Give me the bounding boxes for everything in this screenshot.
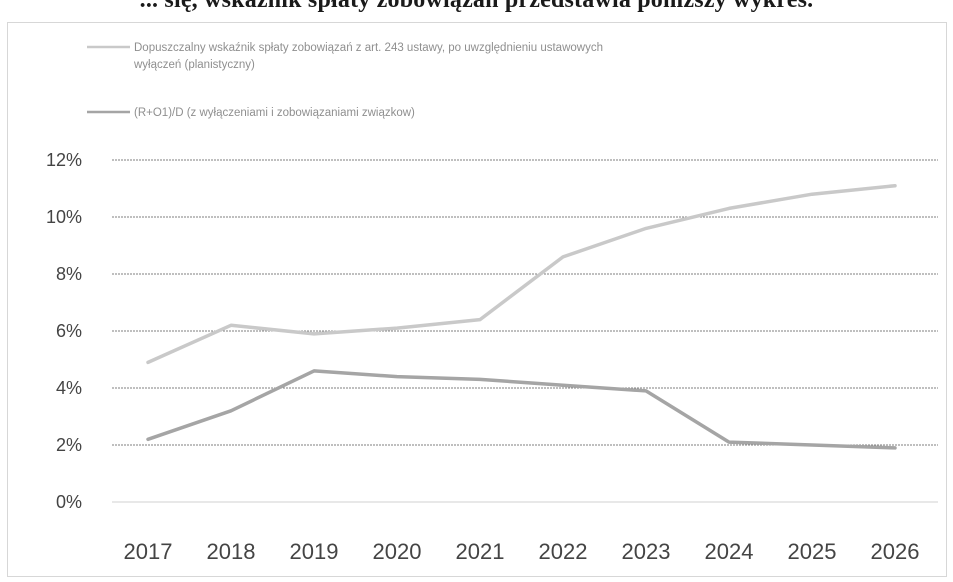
x-tick-label-1: 2018 [207,539,256,564]
y-tick-label-5: 10% [46,207,82,227]
x-tick-label-0: 2017 [124,539,173,564]
x-tick-label-4: 2021 [456,539,505,564]
series-lines [146,183,897,450]
legend-entry-series-2: (R+O1)/D (z wyłączeniami i zobowiązaniam… [87,107,415,119]
gridlines [112,159,938,503]
y-tick-label-0: 0% [56,492,82,512]
x-axis-ticks: 2017 2018 2019 2020 2021 2022 2023 2024 2025 2026 [124,539,920,564]
legend-label-series-1-line-1: Dopuszczalny wskaźnik spłaty zobowiązań … [134,42,603,54]
legend-label-series-1-line-2: wyłączeń (planistyczny) [133,59,255,71]
y-tick-label-2: 4% [56,378,82,398]
y-axis-ticks: 0% 2% 4% 6% 8% 10% 12% [46,150,82,512]
x-tick-label-5: 2022 [539,539,588,564]
x-tick-label-9: 2026 [871,539,920,564]
x-tick-label-7: 2024 [705,539,754,564]
x-tick-label-3: 2020 [373,539,422,564]
x-tick-label-2: 2019 [290,539,339,564]
x-tick-label-8: 2025 [788,539,837,564]
chart-frame [7,22,947,577]
legend-label-series-2: (R+O1)/D (z wyłączeniami i zobowiązaniam… [134,107,415,119]
page-heading: ... się, wskaźnik spłaty zobowiązań prze… [139,0,814,13]
y-tick-label-3: 6% [56,321,82,341]
series-line-2 [146,369,897,450]
y-tick-label-1: 2% [56,435,82,455]
y-tick-label-6: 12% [46,150,82,170]
x-tick-label-6: 2023 [622,539,671,564]
legend-entry-series-1: Dopuszczalny wskaźnik spłaty zobowiązań … [87,42,603,71]
series-line-1 [146,183,897,365]
legend: Dopuszczalny wskaźnik spłaty zobowiązań … [87,42,603,119]
y-tick-label-4: 8% [56,264,82,284]
